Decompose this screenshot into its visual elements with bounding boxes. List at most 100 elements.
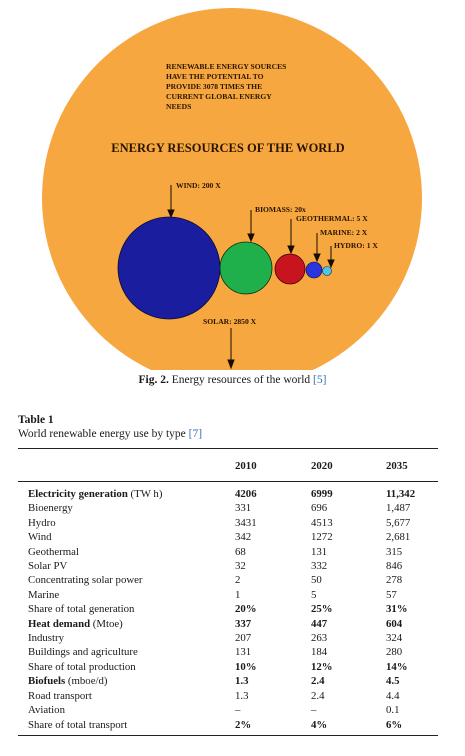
row-label: Wind (18, 530, 235, 544)
solar-arrow (227, 328, 235, 370)
row-label-text: Solar PV (28, 560, 68, 573)
row-value: 846 (386, 560, 403, 573)
table-row: Concentrating solar power 2 50 278 (18, 573, 438, 587)
table-row: Geothermal 68 131 315 (18, 545, 438, 559)
row-label: Heat demand (Mtoe) (18, 617, 235, 631)
wind-circle (117, 216, 221, 320)
figure-note-line: PROVIDE 3078 TIMES THE (166, 82, 262, 91)
row-label-text: Share of total production (28, 660, 136, 673)
row-value: 2% (235, 718, 252, 731)
row-value: 604 (386, 617, 403, 630)
row-value: 332 (311, 560, 328, 573)
table-row: Electricity generation (TW h) 4206 6999 11,… (18, 487, 438, 501)
row-value: 6999 (311, 488, 333, 500)
row-label: Electricity generation (TW h) (18, 487, 235, 501)
row-value: 696 (311, 502, 328, 515)
table-row: Solar PV 32 332 846 (18, 559, 438, 573)
row-label: Hydro (18, 516, 235, 530)
table-row: Bioenergy 331 696 1,487 (18, 501, 438, 515)
row-label: Share of total transport (18, 718, 235, 732)
row-label: Road transport (18, 689, 235, 703)
row-label-text: Share of total transport (28, 718, 128, 731)
biomass-label: BIOMASS: 20x (255, 205, 306, 214)
row-value: 2 (235, 574, 241, 587)
row-label-text: Industry (28, 632, 64, 645)
row-value: 207 (235, 632, 252, 645)
row-label: Geothermal (18, 545, 235, 559)
row-label-text: Wind (28, 531, 52, 544)
row-label: Share of total production (18, 660, 235, 674)
row-value: 1 (235, 588, 241, 601)
row-label: Concentrating solar power (18, 573, 235, 587)
row-value: 68 (235, 545, 246, 558)
table-row: Heat demand (Mtoe) 337 447 604 (18, 617, 438, 631)
row-label-text: Heat demand (28, 617, 91, 630)
row-value: 342 (235, 531, 252, 544)
row-label-text: Biofuels (28, 675, 66, 688)
row-value: 2.4 (311, 689, 325, 702)
row-label: Buildings and agriculture (18, 645, 235, 659)
row-label-text: Geothermal (28, 545, 79, 558)
row-value: – (311, 704, 317, 717)
column-header (18, 455, 235, 477)
table-row: Marine 1 5 57 (18, 588, 438, 602)
row-value: 337 (235, 617, 252, 630)
row-value: 5,677 (386, 516, 411, 529)
row-label-text: Buildings and agriculture (28, 646, 138, 659)
figure-note: RENEWABLE ENERGY SOURCES HAVE THE POTENT… (166, 62, 288, 111)
solar-label: SOLAR: 2850 X (203, 317, 257, 326)
figure-caption: Fig. 2. Energy resources of the world [5… (0, 374, 465, 386)
table-row: Road transport 1.3 2.4 4.4 (18, 689, 438, 703)
table-spacer (18, 477, 438, 487)
table-description-text: World renewable energy use by type (18, 428, 186, 440)
hydro-label: HYDRO: 1 X (334, 241, 378, 250)
column-header: 2020 (311, 460, 333, 472)
table-description: World renewable energy use by type [7] (18, 428, 202, 440)
row-value: 331 (235, 502, 252, 515)
row-value: 324 (386, 632, 403, 645)
caption-reference-link[interactable]: [5] (313, 374, 327, 386)
row-value: 1272 (311, 531, 333, 544)
table-reference-link[interactable]: [7] (188, 428, 203, 440)
row-label-text: Hydro (28, 516, 56, 529)
table-title: Table 1 (18, 414, 54, 426)
row-value: 2,681 (386, 531, 411, 544)
figure-note-line: RENEWABLE ENERGY SOURCES (166, 62, 286, 71)
row-value: 1.3 (235, 675, 249, 688)
table-top-rule (18, 448, 438, 449)
table-row: Hydro 3431 4513 5,677 (18, 516, 438, 530)
row-value: 131 (311, 545, 328, 558)
row-label-text: Concentrating solar power (28, 574, 143, 587)
table-row: Share of total generation 20% 25% 31% (18, 602, 438, 616)
row-value: 5 (311, 588, 317, 601)
row-value: 4% (311, 718, 328, 731)
biomass-circle (219, 241, 273, 295)
row-value: 12% (311, 660, 333, 673)
row-value: 4513 (311, 516, 333, 529)
column-header: 2035 (386, 460, 408, 472)
biomass-arrow (247, 210, 255, 243)
row-value: 25% (311, 603, 333, 616)
caption-label: Fig. 2. (138, 374, 169, 386)
row-value: 0.1 (386, 704, 400, 717)
row-label: Biofuels (mboe/d) (18, 674, 235, 688)
table-header-rule (18, 481, 438, 482)
table-body: Electricity generation (TW h) 4206 6999 11,… (18, 477, 438, 732)
renewable-energy-table: 2010 2020 2035 Electricity generation (T… (18, 455, 438, 732)
row-value: 315 (386, 545, 403, 558)
row-label: Solar PV (18, 559, 235, 573)
row-value: 50 (311, 574, 322, 587)
row-value: 2.4 (311, 675, 325, 688)
energy-resources-figure: RENEWABLE ENERGY SOURCES HAVE THE POTENT… (42, 8, 422, 370)
row-value: 20% (235, 603, 257, 616)
row-label-text: Share of total generation (28, 603, 135, 616)
row-value: 6% (386, 718, 403, 731)
row-value: 11,342 (386, 488, 416, 500)
row-value: 4206 (235, 488, 257, 500)
row-unit: (mboe/d) (67, 675, 108, 688)
row-label: Aviation (18, 703, 235, 717)
row-value: 10% (235, 660, 257, 673)
row-value: 263 (311, 632, 328, 645)
row-label-text: Marine (28, 588, 60, 601)
row-value: 57 (386, 588, 397, 601)
